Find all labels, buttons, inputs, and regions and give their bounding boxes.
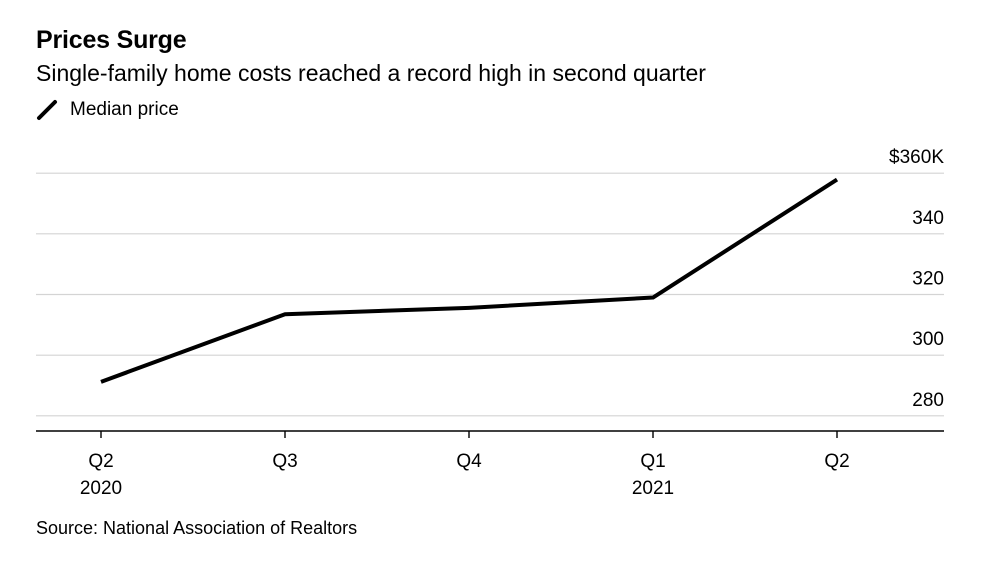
x-tick-label: Q2 [824,451,849,472]
chart-title: Prices Surge [36,26,187,54]
x-tick-label: Q3 [272,451,297,472]
y-tick-label: 300 [912,329,944,350]
y-tick-label: 280 [912,390,944,411]
y-tick-label: 320 [912,269,944,290]
source-note: Source: National Association of Realtors [36,518,358,538]
x-tick-label: Q2 [88,451,113,472]
x-tick-year-label: 2021 [632,478,674,499]
legend-line-icon [36,99,58,121]
y-tick-label: $360K [889,147,944,168]
series-line-median-price [100,177,839,384]
legend: Median price [36,98,179,122]
x-tick-label: Q1 [640,451,665,472]
legend-label: Median price [70,99,179,120]
x-tick-label: Q4 [456,451,482,472]
chart-subtitle: Single-family home costs reached a recor… [36,60,706,86]
y-tick-label: 340 [912,208,944,229]
x-tick-year-label: 2020 [80,478,122,499]
